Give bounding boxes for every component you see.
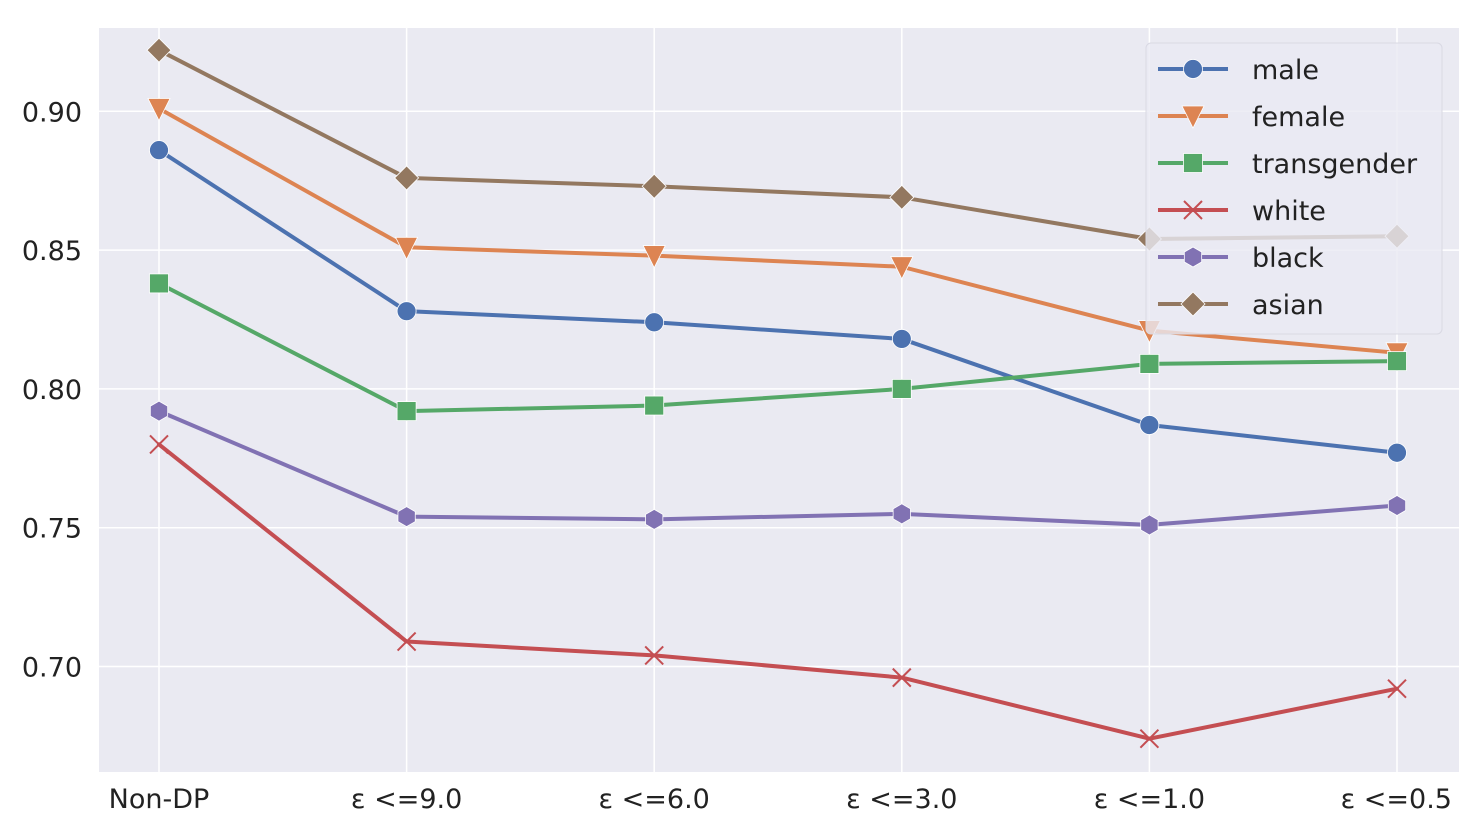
- legend-marker-white: [1183, 200, 1203, 220]
- series-layer: [146, 37, 1410, 749]
- data-point-transgender: [891, 378, 912, 399]
- data-point-male: [396, 301, 417, 322]
- y-tick-label: 0.90: [22, 97, 82, 128]
- data-point-transgender: [644, 395, 665, 416]
- series-line-black: [157, 409, 1399, 527]
- data-point-white: [1139, 728, 1160, 749]
- data-point-male: [149, 140, 169, 161]
- data-point-female: [147, 98, 171, 122]
- series-transgender: [149, 273, 1407, 422]
- data-point-transgender: [1387, 351, 1407, 372]
- legend-item-male: male: [1158, 55, 1319, 86]
- data-point-female: [642, 245, 666, 269]
- legend-label: male: [1252, 55, 1319, 86]
- y-tick-label: 0.85: [22, 236, 82, 267]
- data-point-asian: [641, 173, 667, 199]
- legend-marker-asian: [1180, 291, 1206, 317]
- data-point-male: [644, 312, 665, 333]
- x-tick-label: Non-DP: [109, 784, 210, 815]
- data-point-black: [645, 508, 664, 530]
- data-point-black: [1387, 495, 1407, 516]
- series-line-white: [157, 442, 1399, 741]
- y-tick-label: 0.70: [22, 653, 82, 684]
- legend-item-female: female: [1158, 102, 1345, 133]
- data-point-white: [892, 667, 912, 688]
- y-tick-label: 0.80: [22, 375, 82, 406]
- series-line-transgender: [157, 281, 1399, 414]
- legend-label: female: [1252, 102, 1345, 133]
- x-tick-label: ε <=1.0: [1094, 784, 1205, 815]
- data-point-black: [149, 400, 169, 422]
- series-line-male: [157, 148, 1399, 455]
- data-point-black: [892, 503, 911, 525]
- legend-item-white: white: [1158, 196, 1326, 227]
- legend-marker-male: [1183, 59, 1203, 79]
- series-male: [149, 140, 1407, 463]
- data-point-transgender: [396, 401, 417, 422]
- data-point-transgender: [1139, 354, 1160, 374]
- y-tick-label: 0.75: [22, 514, 82, 545]
- data-point-white: [1387, 679, 1407, 699]
- data-point-transgender: [149, 273, 169, 294]
- data-point-male: [1387, 442, 1407, 463]
- x-tick-label: ε <=9.0: [351, 784, 462, 815]
- legend-marker-transgender: [1183, 153, 1203, 173]
- data-point-female: [394, 236, 419, 261]
- legend-label: asian: [1252, 290, 1324, 321]
- legend-item-transgender: transgender: [1158, 149, 1418, 180]
- y-tick-labels: 0.70 0.75 0.80 0.85 0.90: [22, 97, 82, 683]
- legend-item-asian: asian: [1158, 290, 1324, 321]
- data-point-white: [149, 434, 169, 455]
- legend-label: black: [1252, 243, 1324, 274]
- legend-item-black: black: [1158, 243, 1324, 274]
- data-point-white: [644, 645, 664, 666]
- data-point-black: [1140, 514, 1159, 536]
- data-point-female: [890, 256, 914, 280]
- series-white: [149, 434, 1407, 749]
- x-tick-labels: Non-DP ε <=9.0 ε <=6.0 ε <=3.0 ε <=1.0 ε <=0.…: [109, 784, 1452, 815]
- data-point-male: [1139, 415, 1160, 435]
- x-tick-label: ε <=3.0: [846, 784, 957, 815]
- legend-label: transgender: [1252, 149, 1418, 180]
- data-point-white: [396, 631, 417, 652]
- legend-marker-black: [1183, 246, 1203, 268]
- data-point-asian: [394, 165, 420, 191]
- data-point-male: [891, 329, 912, 349]
- x-tick-label: ε <=6.0: [599, 784, 710, 815]
- data-point-asian: [146, 37, 172, 63]
- x-tick-label: ε <=0.5: [1341, 784, 1452, 815]
- data-point-asian: [889, 184, 915, 210]
- legend-marker-female: [1181, 105, 1205, 129]
- data-point-black: [397, 506, 416, 528]
- legend-label: white: [1252, 196, 1326, 227]
- series-black: [149, 400, 1407, 536]
- legend: male female transgender white black asian: [1145, 42, 1443, 335]
